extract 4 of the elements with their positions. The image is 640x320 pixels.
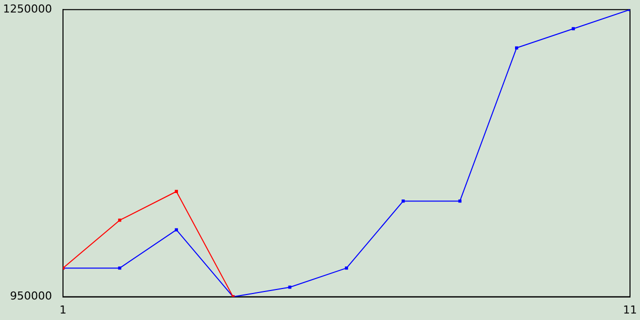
x-tick-label: 1 — [59, 303, 66, 316]
y-tick-label: 950000 — [10, 290, 52, 303]
x-tick-label: 11 — [623, 303, 637, 316]
y-tick-label: 1250000 — [2, 2, 52, 16]
